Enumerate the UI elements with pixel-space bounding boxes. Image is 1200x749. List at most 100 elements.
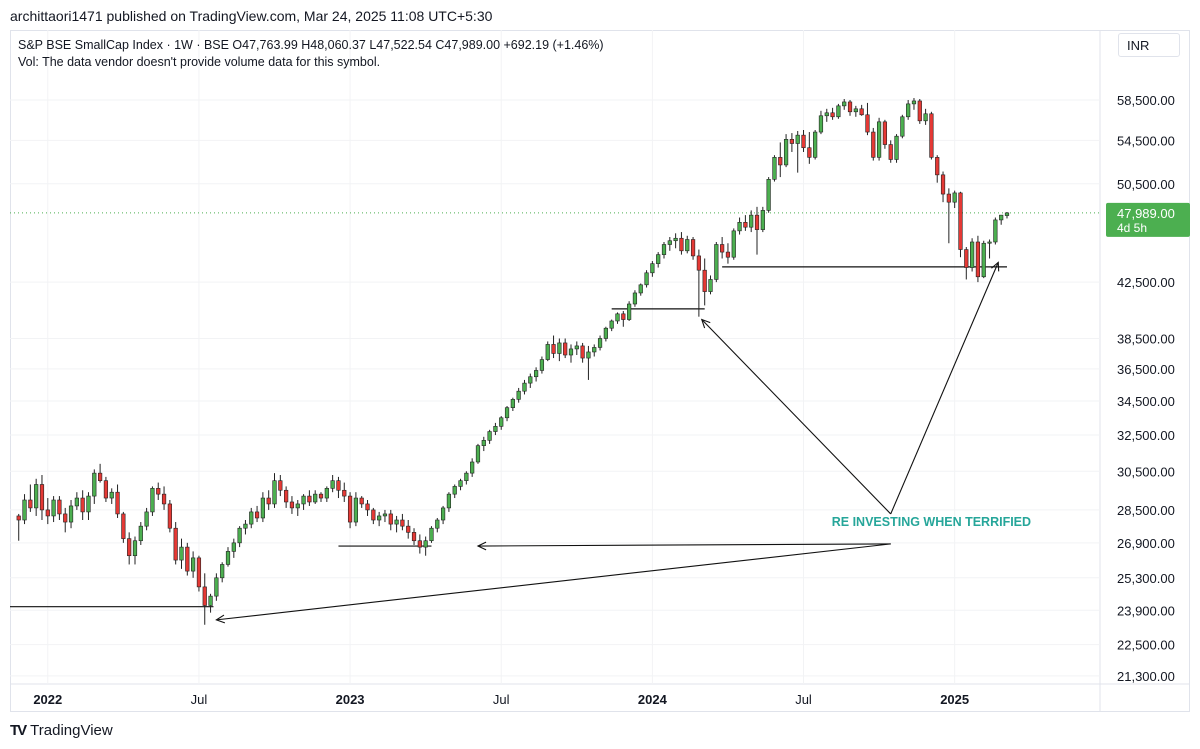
candle-body (493, 426, 498, 432)
candle-body (167, 503, 172, 529)
candle-body (946, 193, 951, 203)
candle-body (876, 121, 882, 158)
symbol-legend: S&P BSE SmallCap Index · 1W · BSE O47,76… (18, 38, 604, 52)
candle-body (103, 480, 109, 499)
last-price-tag (1106, 202, 1190, 237)
candle-body (208, 595, 213, 606)
candle-body (330, 480, 335, 489)
x-tick-label: 2025 (940, 692, 969, 707)
candle-body (260, 497, 265, 519)
last-price-countdown: 4d 5h (1117, 221, 1147, 235)
tradingview-logo[interactable]: TV TradingView (10, 722, 113, 739)
price-axis: 58,500.00 54,500.00 50,500.00 42,500.00 38,5… (1106, 93, 1190, 684)
candle-body (737, 222, 742, 232)
y-tick-label: 22,500.00 (1117, 638, 1175, 653)
annotation-arrow (890, 262, 999, 515)
y-tick-label: 58,500.00 (1117, 93, 1175, 108)
candle-body (254, 511, 260, 519)
candle-body (394, 519, 399, 525)
candle-body (28, 499, 33, 509)
y-tick-label: 28,500.00 (1117, 503, 1175, 518)
candle-body (353, 497, 358, 523)
candle-body (813, 131, 818, 158)
candle-body (539, 359, 545, 371)
candle-body (440, 507, 446, 521)
candle-body (382, 513, 388, 517)
grid-lines (10, 30, 1190, 712)
candle-body (865, 114, 870, 133)
candle-body (475, 445, 481, 463)
candle-body (284, 489, 289, 503)
candle-body (249, 511, 254, 525)
candle-body (324, 488, 329, 499)
candle-body (272, 480, 277, 505)
candle-body (940, 174, 946, 195)
candle-body (603, 327, 608, 339)
candle-body (766, 179, 771, 211)
candles (16, 98, 1010, 625)
candle-body (987, 241, 992, 244)
candle-body (534, 370, 539, 378)
candle-body (638, 284, 643, 294)
candle-body (679, 237, 684, 252)
candle-body (801, 134, 806, 149)
y-tick-label: 34,500.00 (1117, 394, 1175, 409)
candle-body (586, 351, 591, 359)
candle-body (900, 116, 905, 137)
candle-body (882, 121, 888, 145)
candle-body (504, 407, 510, 419)
currency-selector[interactable]: INR (1118, 33, 1180, 57)
x-tick-label: Jul (795, 692, 812, 707)
candle-body (138, 525, 143, 542)
x-tick-label: 2023 (336, 692, 365, 707)
candle-body (34, 484, 39, 509)
x-tick-label: 2024 (638, 692, 668, 707)
annotation-arrowhead (700, 318, 711, 329)
time-axis: 2022 Jul 2023 Jul 2024 Jul 2025 (33, 692, 969, 707)
candle-body (342, 489, 347, 497)
candle-body (528, 376, 533, 384)
candle-body (842, 101, 847, 107)
y-tick-label: 50,500.00 (1117, 177, 1175, 192)
candle-body (458, 480, 463, 487)
candle-body (720, 244, 725, 253)
candle-body (411, 532, 417, 542)
candle-body (702, 269, 707, 292)
candle-body (661, 244, 667, 255)
candle-body (958, 192, 963, 250)
y-tick-label: 26,900.00 (1117, 536, 1175, 551)
candle-body (132, 540, 138, 557)
candle-body (243, 523, 248, 529)
candle-body (161, 493, 167, 505)
candle-body (917, 100, 922, 122)
candle-body (63, 513, 68, 523)
candle-body (220, 564, 225, 579)
candle-body (173, 527, 178, 561)
tradingview-brand: TradingView (30, 722, 113, 739)
volume-note: Vol: The data vendor doesn't provide vol… (18, 55, 381, 69)
y-tick-label: 42,500.00 (1117, 275, 1175, 290)
candle-body (336, 480, 341, 491)
candle-body (772, 157, 777, 180)
candle-body (650, 263, 655, 274)
candle-body (743, 222, 748, 228)
candle-body (231, 542, 236, 552)
x-tick-label: Jul (493, 692, 510, 707)
candle-body (196, 557, 202, 588)
candle-body (964, 249, 969, 268)
candle-body (696, 255, 701, 271)
y-tick-label: 36,500.00 (1117, 362, 1175, 377)
y-tick-label: 23,900.00 (1117, 603, 1175, 618)
candle-body (906, 103, 911, 118)
candle-body (690, 239, 696, 257)
candle-body (824, 112, 829, 117)
candle-body (359, 497, 364, 505)
candle-body (347, 495, 353, 523)
candle-body (74, 497, 79, 507)
y-tick-label: 38,500.00 (1117, 331, 1175, 346)
candle-body (859, 108, 864, 116)
candle-body (464, 472, 469, 481)
candle-body (266, 497, 271, 505)
candle-body (627, 303, 632, 320)
